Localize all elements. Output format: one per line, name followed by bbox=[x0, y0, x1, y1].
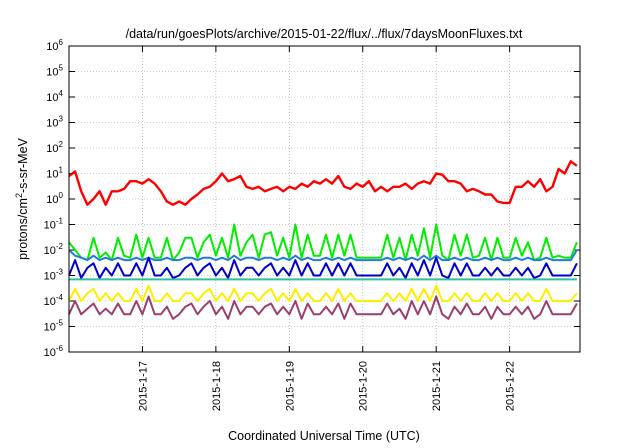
series-line-2 bbox=[68, 223, 578, 262]
x-tick-label: 2015-1-22 bbox=[505, 361, 517, 411]
y-tick-label: 10-6 bbox=[44, 344, 64, 359]
y-tick-label: 100 bbox=[46, 191, 63, 206]
y-tick-labels: 106 105 104 103 102 101 100 10-1 10-2 10-3 10-4 10-… bbox=[44, 38, 64, 359]
y-tick-label: 10-3 bbox=[44, 268, 64, 283]
series-line-3 bbox=[68, 249, 578, 262]
y-tick-label: 10-5 bbox=[44, 319, 64, 334]
y-tick-label: 104 bbox=[46, 89, 63, 104]
y-tick-label: 106 bbox=[46, 38, 63, 53]
series-line-6 bbox=[68, 284, 578, 302]
series-lines bbox=[68, 160, 578, 320]
x-tick-label: 2015-1-20 bbox=[358, 361, 370, 411]
series-line-1 bbox=[68, 160, 578, 206]
x-tick-label: 2015-1-17 bbox=[137, 361, 149, 411]
chart-title: /data/run/goesPlots/archive/2015-01-22/f… bbox=[126, 27, 523, 41]
y-tick-label: 10-2 bbox=[44, 242, 64, 257]
y-axis-label: protons/cm2-s-sr-MeV bbox=[14, 137, 30, 259]
x-tick-label: 2015-1-18 bbox=[211, 361, 223, 411]
series-line-7 bbox=[68, 295, 578, 320]
y-tick-label: 10-1 bbox=[44, 217, 64, 232]
plot-frame bbox=[68, 45, 581, 353]
x-tick-labels: 2015-1-17 2015-1-18 2015-1-19 2015-1-20 2015… bbox=[137, 361, 516, 411]
x-tick-label: 2015-1-21 bbox=[431, 361, 443, 411]
x-tick-label: 2015-1-19 bbox=[284, 361, 296, 411]
y-tick-label: 105 bbox=[46, 64, 63, 79]
y-tick-label: 101 bbox=[46, 166, 63, 181]
y-tick-label: 102 bbox=[46, 140, 63, 155]
y-tick-label: 103 bbox=[46, 115, 63, 130]
series-line-4 bbox=[68, 256, 578, 279]
x-axis-label: Coordinated Universal Time (UTC) bbox=[228, 429, 420, 443]
y-tick-label: 10-4 bbox=[44, 293, 64, 308]
